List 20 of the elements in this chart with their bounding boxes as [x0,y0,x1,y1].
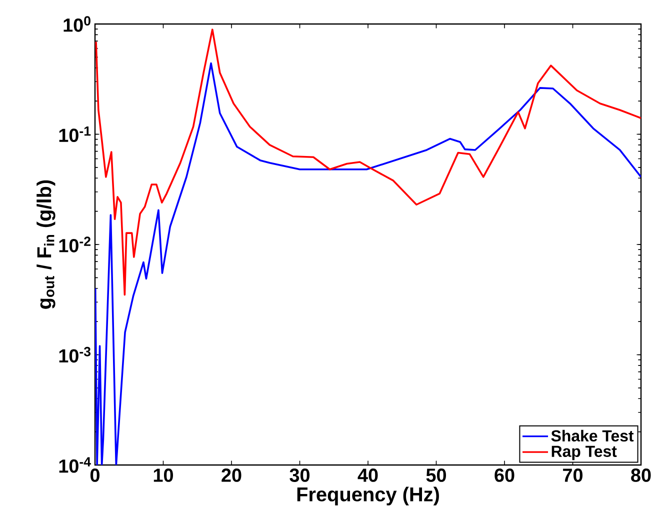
x-tick-label: 40 [358,468,378,482]
x-tick-label: 50 [426,468,446,482]
x-axis-title: Frequency (Hz) [297,486,439,506]
x-tick-label: 70 [563,468,583,482]
y-tick-label: 10$^{-2}$ [59,236,90,252]
legend-label: Rap Test [552,446,617,460]
line-series [95,62,642,466]
x-tick-label: 0 [90,468,100,482]
x-tick-label: 20 [222,468,242,482]
x-tick-label: 10 [154,468,173,482]
line-series [95,28,642,296]
legend-label: Shake Test [551,430,634,442]
y-axis-title: g$_{out}$ / F$_{in}$ (g/lb) [36,180,56,309]
x-tick-label: 60 [494,468,514,482]
y-tick-label: 10$^{-4}$ [59,457,91,473]
y-tick-label: 10$^{-3}$ [59,346,91,363]
x-tick-label: 80 [631,468,651,482]
x-tick-label: 30 [290,468,310,482]
y-tick-label: 10$^{-1}$ [59,126,91,142]
y-tick-label: 10$^{0}$ [64,16,90,32]
